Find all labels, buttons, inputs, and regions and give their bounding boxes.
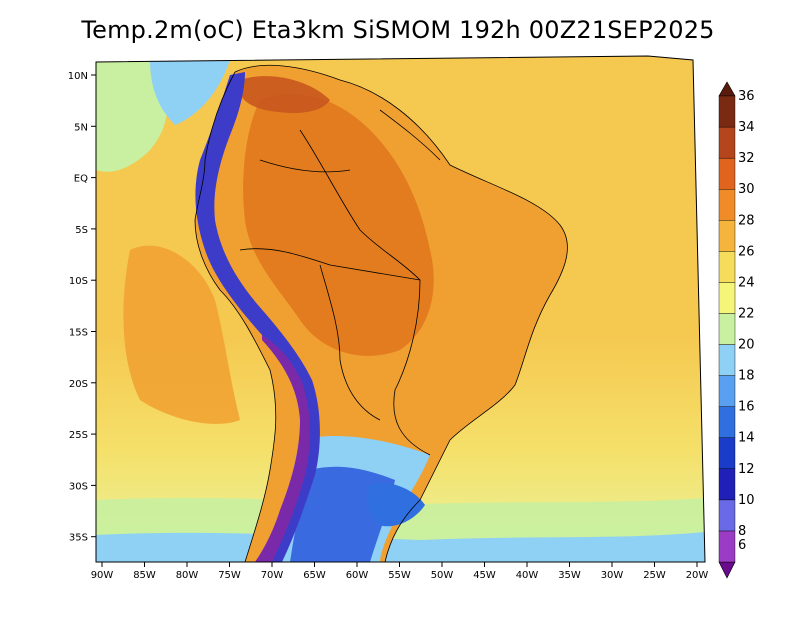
colorbar-segment xyxy=(718,344,736,376)
andes-cold-core xyxy=(255,335,310,562)
plot-frame xyxy=(95,55,706,563)
colorbar-segment xyxy=(718,282,736,314)
lon-label: 30W xyxy=(601,570,624,581)
lon-label: 65W xyxy=(303,570,326,581)
hot-interior xyxy=(243,94,434,356)
lat-label: 5N xyxy=(74,122,88,133)
colorbar-label: 14 xyxy=(738,431,755,446)
country-borders xyxy=(194,64,568,562)
colorbar-segment xyxy=(718,313,736,345)
colorbar-segment xyxy=(718,530,736,563)
colorbar-label: 28 xyxy=(738,213,755,228)
lon-label: 40W xyxy=(516,570,539,581)
colorbar-label: 6 xyxy=(738,538,746,553)
colorbar-label: 10 xyxy=(738,493,755,508)
colorbar-label: 32 xyxy=(738,151,755,166)
colorbar-label: 36 xyxy=(738,89,755,104)
lat-label: 20S xyxy=(69,379,88,390)
lon-label: 20W xyxy=(686,570,709,581)
lat-label: 25S xyxy=(69,430,88,441)
colorbar-segment xyxy=(718,406,736,438)
colorbar-max-arrow xyxy=(718,81,736,97)
lon-label: 45W xyxy=(473,570,496,581)
colorbar-label: 26 xyxy=(738,244,755,259)
lon-label: 90W xyxy=(91,570,114,581)
uruguay-cold xyxy=(367,482,425,527)
colorbar-label: 34 xyxy=(738,120,755,135)
lat-label: 10N xyxy=(68,71,88,82)
colorbar-segment xyxy=(718,95,736,128)
pacific-cool-north xyxy=(96,60,167,172)
colorbar-label: 30 xyxy=(738,182,755,197)
colorbar-segment xyxy=(718,468,736,501)
colorbar-label: 24 xyxy=(738,275,755,290)
colorbar-segment xyxy=(718,375,736,407)
colorbar-segment xyxy=(718,220,736,252)
lon-label: 25W xyxy=(643,570,666,581)
lon-label: 80W xyxy=(176,570,199,581)
latitude-axis: 10N 5N EQ 5S 10S 15S 20S 25S 30S 35S xyxy=(68,71,96,544)
lat-label: 30S xyxy=(69,481,88,492)
map-field xyxy=(96,56,705,562)
lat-label: EQ xyxy=(74,174,88,185)
colorbar-segment xyxy=(718,251,736,283)
colorbar-segment xyxy=(718,157,736,190)
colorbar-min-arrow xyxy=(718,561,736,579)
colorbar-label: 20 xyxy=(738,338,755,353)
colorbar-label: 16 xyxy=(738,400,755,415)
pacific-warm-zone xyxy=(123,245,240,424)
colorbar-label: 12 xyxy=(738,462,755,477)
lon-label: 35W xyxy=(558,570,581,581)
lon-label: 70W xyxy=(261,570,284,581)
colorbar-segment xyxy=(718,499,736,532)
panama-cool-zone xyxy=(150,60,230,125)
lon-label: 55W xyxy=(388,570,411,581)
lon-label: 50W xyxy=(431,570,454,581)
andes-range xyxy=(195,72,320,562)
lat-label: 15S xyxy=(69,328,88,339)
lat-label: 5S xyxy=(75,225,88,236)
colorbar-segment xyxy=(718,188,736,221)
lon-label: 75W xyxy=(218,570,241,581)
hot-north xyxy=(238,76,330,113)
lon-label: 60W xyxy=(346,570,369,581)
colorbar-label: 22 xyxy=(738,306,755,321)
colorbar-segment xyxy=(718,126,736,159)
lat-label: 35S xyxy=(69,533,88,544)
map-title: Temp.2m(oC) Eta3km SiSMOM 192h 00Z21SEP2… xyxy=(81,16,715,44)
lon-label: 85W xyxy=(133,570,156,581)
colorbar-label: 8 xyxy=(738,524,746,539)
longitude-axis: 90W 85W 80W 75W 70W 65W 60W 55W 50W 45W 40W 35W 30W 2… xyxy=(91,562,709,581)
lat-label: 10S xyxy=(69,276,88,287)
colorbar-segment xyxy=(718,437,736,470)
colorbar-label: 18 xyxy=(738,369,755,384)
colorbar: 68 10 12 14 16 18 20 22 24 26 28 30 32 34 36 xyxy=(718,81,755,579)
